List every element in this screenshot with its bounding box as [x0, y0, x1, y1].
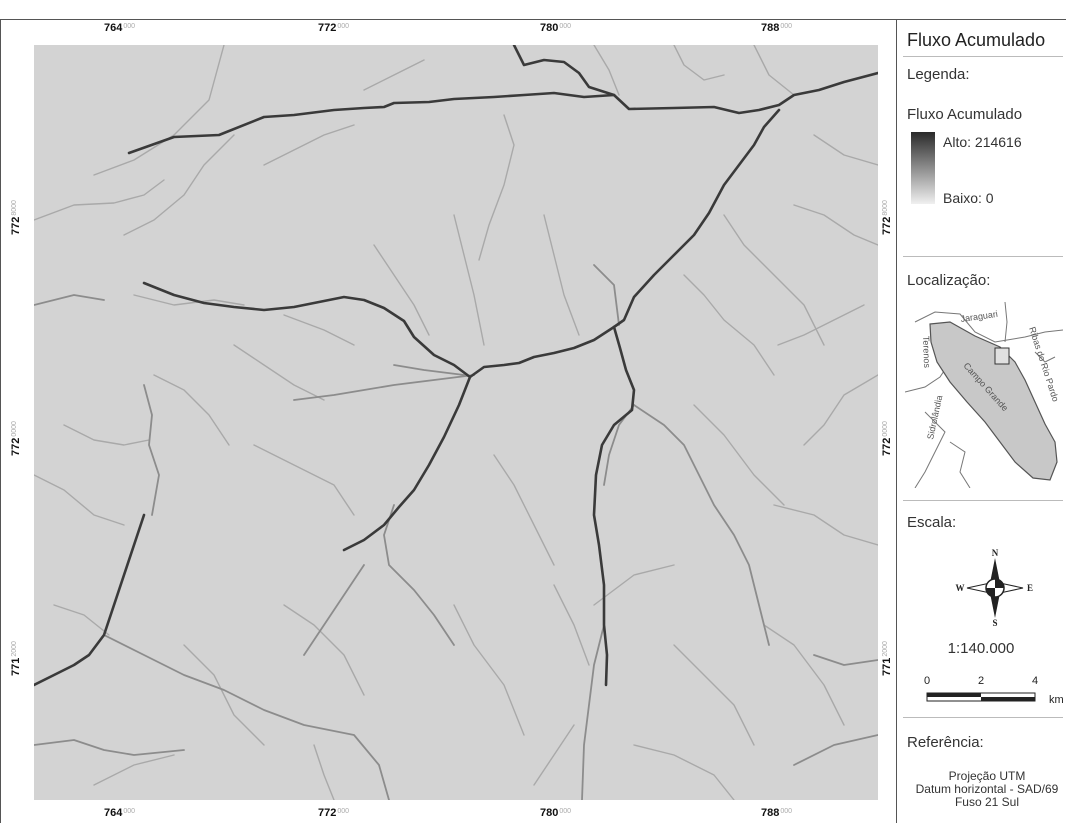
- flow-accumulation-map[interactable]: [34, 45, 878, 800]
- scale-ratio: 1:140.000: [947, 640, 1015, 657]
- scale-unit: km: [1049, 694, 1063, 706]
- top-tick-780000: 780000: [540, 22, 572, 34]
- compass-n: N: [992, 548, 999, 558]
- divider: [903, 500, 1063, 501]
- legend-low-label: Baixo: 0: [943, 190, 994, 206]
- reference-text: Projeção UTM Datum horizontal - SAD/69 F…: [897, 770, 1066, 809]
- reference-line-datum: Datum horizontal - SAD/69: [915, 782, 1059, 796]
- location-inset-map[interactable]: Jaraguari Ribas do Rio Pardo Terenos Cam…: [905, 302, 1063, 488]
- scale-label-2: 2: [978, 675, 984, 687]
- legend-panel: Fluxo Acumulado Legenda: Fluxo Acumulado…: [897, 20, 1066, 823]
- reference-line-zone: Fuso 21 Sul: [954, 795, 1020, 809]
- scale-heading: Escala:: [907, 514, 957, 531]
- medium-tributaries: [34, 264, 878, 800]
- legend-heading: Legenda:: [907, 66, 970, 83]
- scale-bar: 0 2 4 km: [924, 675, 1063, 706]
- right-tick-7728000: 7728000: [881, 200, 893, 235]
- bottom-tick-772000: 772000: [318, 807, 350, 819]
- bottom-tick-780000: 780000: [540, 807, 572, 819]
- legend-layer-name: Fluxo Acumulado: [907, 106, 1023, 123]
- scale-label-0: 0: [924, 675, 930, 687]
- map-frame-divider: [896, 19, 897, 823]
- right-tick-7720000: 7720000: [881, 421, 893, 456]
- drainage-network: [34, 45, 878, 800]
- left-tick-7720000: 7720000: [10, 421, 22, 456]
- panel-title: Fluxo Acumulado: [907, 30, 1046, 50]
- reference-heading: Referência:: [907, 734, 984, 751]
- north-arrow-icon: N S W E: [956, 548, 1034, 628]
- compass-w: W: [956, 583, 965, 593]
- top-tick-788000: 788000: [761, 22, 793, 34]
- map-frame-left: [0, 19, 1, 823]
- location-heading: Localização:: [907, 272, 991, 289]
- bottom-tick-788000: 788000: [761, 807, 793, 819]
- map-frame-top: [0, 19, 1066, 20]
- reference-line-projection: Projeção UTM: [948, 769, 1026, 783]
- bottom-tick-764000: 764000: [104, 807, 136, 819]
- label-terenos: Terenos: [921, 336, 932, 369]
- flow-gradient-swatch: [911, 132, 935, 204]
- divider: [903, 717, 1063, 718]
- left-tick-7728000: 7728000: [10, 200, 22, 235]
- compass-s: S: [992, 618, 997, 628]
- top-tick-772000: 772000: [318, 22, 350, 34]
- scale-label-4: 4: [1032, 675, 1038, 687]
- top-tick-764000: 764000: [104, 22, 136, 34]
- study-area-box: [994, 347, 1010, 365]
- divider: [903, 256, 1063, 257]
- minor-tributaries: [34, 45, 878, 800]
- left-tick-7712000: 7712000: [10, 641, 22, 676]
- legend-high-label: Alto: 214616: [943, 134, 1022, 150]
- divider: [903, 56, 1063, 57]
- right-tick-7712000: 7712000: [881, 641, 893, 676]
- main-rivers: [34, 45, 878, 687]
- compass-e: E: [1027, 583, 1033, 593]
